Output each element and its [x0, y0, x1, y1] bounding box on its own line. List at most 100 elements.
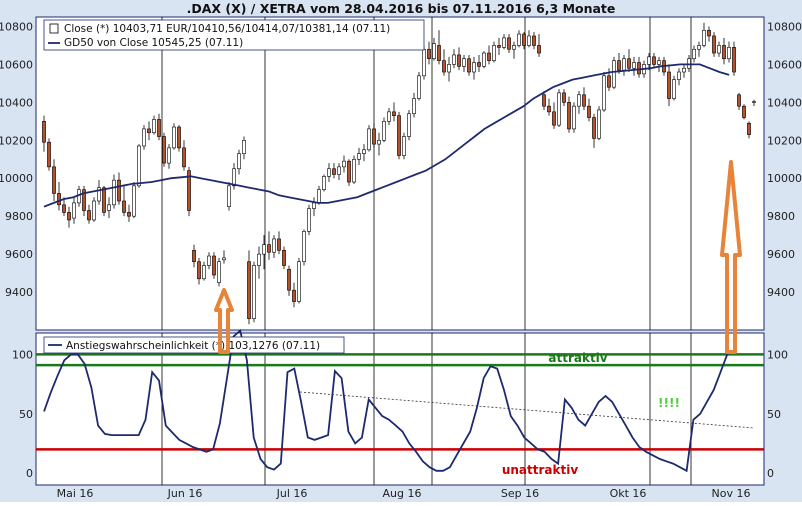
candle-body	[252, 265, 256, 319]
candle-body	[62, 204, 66, 213]
candle-body	[272, 238, 276, 253]
label-attraktiv: attraktiv	[548, 351, 607, 365]
candle-body	[397, 115, 401, 156]
candle-body	[427, 48, 431, 60]
candle-body	[107, 204, 111, 211]
candle-body	[622, 58, 626, 71]
candle-body	[332, 168, 336, 175]
candle-body	[727, 47, 731, 60]
candle-body	[462, 58, 466, 67]
candle-body	[382, 121, 386, 141]
indicator-tick-left: 100	[12, 348, 33, 361]
candle-body	[652, 56, 656, 65]
candle-body	[477, 62, 481, 67]
price-tick-left: 10400	[0, 96, 33, 109]
candle-body	[367, 128, 371, 151]
candle-body	[202, 265, 206, 280]
candle-body	[697, 45, 701, 50]
arrow-left	[214, 288, 234, 354]
candle-body	[617, 60, 621, 71]
candle-body	[527, 35, 531, 46]
price-tick-right: 9400	[767, 286, 795, 299]
candle-body	[552, 111, 556, 126]
price-tick-right: 10800	[767, 20, 802, 33]
candle-body	[412, 98, 416, 115]
candle-body	[137, 145, 141, 187]
candle-body	[737, 94, 741, 107]
candle-body	[517, 33, 521, 46]
price-tick-right: 9800	[767, 210, 795, 223]
candle-body	[287, 268, 291, 291]
indicator-legend: Anstiegswahrscheinlichkeit (*) 103,1276 …	[43, 336, 345, 354]
candle-body	[407, 113, 411, 137]
month-label: Nov 16	[712, 487, 751, 500]
candle-body	[532, 35, 536, 46]
chart-title: .DAX (X) / XETRA vom 28.04.2016 bis 07.1…	[187, 1, 616, 16]
indicator-tick-right: 50	[767, 408, 781, 421]
candle-body	[612, 60, 616, 88]
candle-body	[52, 166, 56, 194]
candle-body	[577, 94, 581, 107]
candle-body	[297, 261, 301, 302]
price-tick-left: 10000	[0, 172, 33, 185]
candle-body	[442, 60, 446, 73]
candle-body	[142, 128, 146, 147]
price-legend: Close (*) 10403,71 EUR/10410,56/10414,07…	[43, 19, 425, 51]
candle-body	[152, 119, 156, 134]
candle-body	[72, 202, 76, 219]
month-label: Sep 16	[501, 487, 539, 500]
candle-body	[317, 189, 321, 204]
candle-body	[337, 166, 341, 175]
price-tick-left: 10800	[0, 20, 33, 33]
candle-body	[692, 48, 696, 60]
month-label: Jun 16	[167, 487, 203, 500]
month-label: Okt 16	[610, 487, 647, 500]
candle-body	[472, 62, 476, 73]
candle-body	[217, 261, 221, 283]
indicator-tick-right: 100	[767, 348, 788, 361]
candle-body	[257, 253, 261, 266]
candle-body	[237, 153, 241, 170]
candle-body	[57, 193, 61, 206]
price-tick-right: 10400	[767, 96, 802, 109]
price-tick-right: 10600	[767, 58, 802, 71]
candle-body	[512, 45, 516, 50]
candle-legend-icon	[49, 23, 59, 34]
price-tick-right: 10200	[767, 134, 802, 147]
month-label: Jul 16	[276, 487, 308, 500]
candle-body	[447, 64, 451, 73]
candle-body	[707, 29, 711, 37]
candle-body	[347, 160, 351, 183]
price-tick-right: 10000	[767, 172, 802, 185]
candle-body	[67, 212, 71, 221]
candle-body	[357, 153, 361, 160]
candle-body	[362, 149, 366, 154]
candle-body	[522, 33, 526, 46]
candle-body	[392, 111, 396, 116]
legend-close: Close (*) 10403,71 EUR/10410,56/10414,07…	[64, 23, 390, 35]
month-label: Mai 16	[57, 487, 94, 500]
candle-body	[657, 60, 661, 65]
candle-body	[262, 244, 266, 255]
candle-body	[232, 168, 236, 187]
candle-body	[712, 35, 716, 54]
candle-body	[677, 71, 681, 80]
arrow-right	[720, 160, 742, 354]
label-unattraktiv: unattraktiv	[502, 463, 579, 477]
candle-body	[82, 189, 86, 211]
indicator-panel	[35, 332, 765, 486]
gd50-line	[43, 63, 730, 208]
price-tick-right: 9600	[767, 248, 795, 261]
candle-body	[607, 75, 611, 88]
candle-body	[282, 250, 286, 266]
candle-body	[572, 105, 576, 130]
candle-body	[452, 54, 456, 65]
candle-body	[112, 179, 116, 206]
candle-body	[102, 187, 106, 213]
candle-body	[592, 117, 596, 139]
candle-body	[417, 75, 421, 99]
candle-body	[207, 255, 211, 266]
indicator-tick-left: 50	[19, 408, 33, 421]
candle-body	[647, 56, 651, 65]
